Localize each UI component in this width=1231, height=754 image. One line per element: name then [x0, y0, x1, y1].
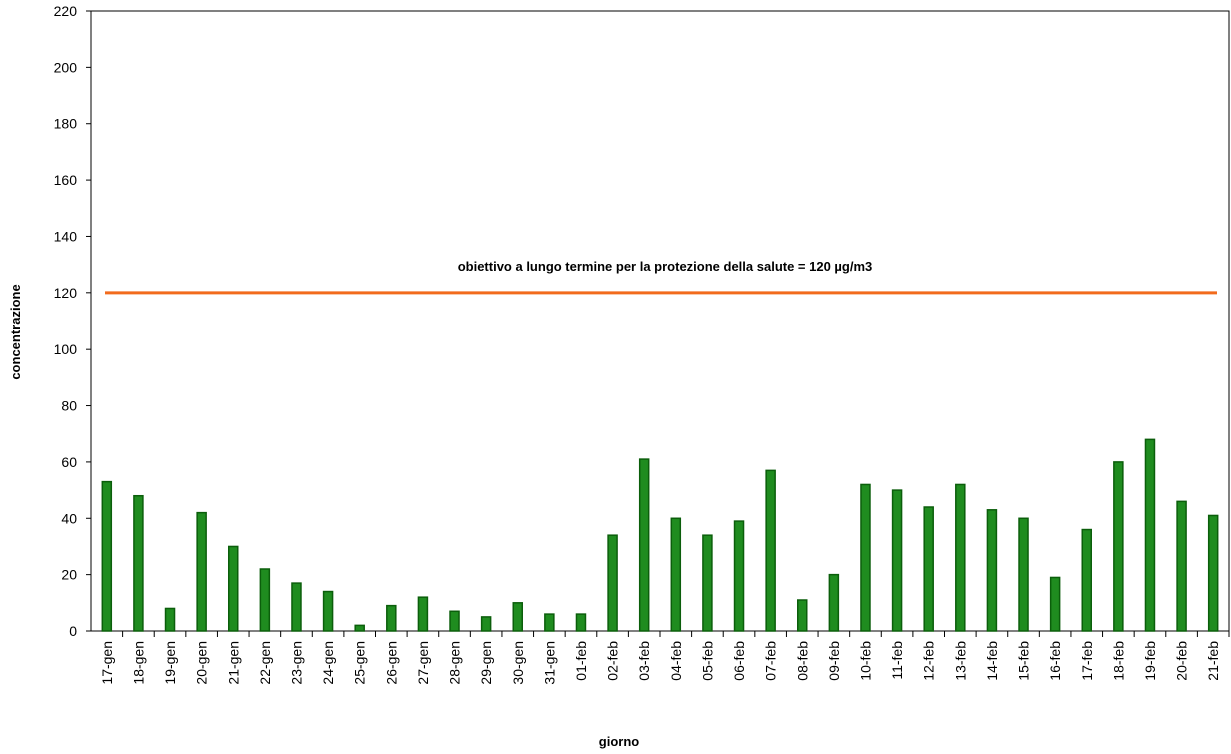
y-tick-label: 80 [61, 398, 77, 414]
x-tick-label: 07-feb [763, 641, 779, 681]
bar [512, 602, 523, 632]
x-tick-label: 11-feb [889, 641, 905, 680]
y-tick-label: 0 [69, 623, 77, 639]
bar [480, 616, 492, 632]
x-tick-label: 23-gen [288, 641, 304, 685]
bar [196, 511, 207, 632]
y-tick-label: 40 [61, 510, 77, 526]
bar [797, 599, 808, 632]
bar [575, 613, 587, 632]
bar [291, 582, 302, 632]
bar [164, 607, 176, 632]
x-tick-label: 13-feb [952, 641, 968, 681]
x-axis-title: giorno [599, 734, 639, 749]
bar [1081, 528, 1092, 632]
y-tick-label: 220 [54, 3, 78, 19]
y-tick-label: 60 [61, 454, 77, 470]
x-tick-label: 21-feb [1205, 641, 1221, 681]
x-tick-label: 03-feb [636, 641, 652, 681]
x-tick-label: 20-feb [1174, 641, 1190, 681]
x-tick-label: 30-gen [510, 641, 526, 685]
bar [449, 610, 460, 632]
x-tick-label: 15-feb [1016, 641, 1032, 681]
bar [955, 483, 966, 632]
x-tick-label: 10-feb [857, 641, 873, 681]
bar [986, 509, 998, 632]
x-tick-label: 24-gen [320, 641, 336, 685]
bar [860, 483, 871, 632]
bar [670, 517, 682, 632]
x-tick-label: 19-gen [162, 641, 178, 685]
x-tick-label: 04-feb [668, 641, 684, 681]
x-tick-label: 27-gen [415, 641, 431, 685]
x-tick-label: 12-feb [921, 641, 937, 681]
x-tick-label: 05-feb [699, 641, 715, 681]
bar [544, 613, 555, 632]
x-tick-label: 17-feb [1079, 641, 1095, 681]
x-tick-label: 08-feb [794, 641, 810, 681]
bar [354, 624, 365, 632]
x-tick-label: 17-gen [99, 641, 115, 685]
x-tick-label: 02-feb [605, 641, 621, 681]
bar [322, 590, 334, 632]
bar [228, 545, 239, 632]
bar [1207, 514, 1219, 632]
x-tick-label: 06-feb [731, 641, 747, 681]
bar [828, 573, 840, 632]
x-tick-label: 22-gen [257, 641, 273, 685]
y-tick-label: 160 [54, 172, 78, 188]
bar [702, 534, 713, 632]
bar [638, 458, 650, 632]
bar [101, 480, 113, 632]
x-tick-label: 21-gen [225, 641, 241, 685]
bar [733, 520, 745, 632]
x-tick-label: 09-feb [826, 641, 842, 681]
bar [923, 506, 934, 632]
x-tick-label: 19-feb [1142, 641, 1158, 681]
y-axis-title: concentrazione [8, 284, 23, 379]
bar [417, 596, 429, 632]
y-tick-label: 140 [54, 228, 78, 244]
bar [765, 469, 776, 632]
plot-area [90, 10, 1230, 632]
bar [386, 604, 397, 632]
x-tick-label: 01-feb [573, 641, 589, 681]
bar [1176, 500, 1187, 632]
bar [1144, 438, 1156, 632]
bar [891, 489, 903, 632]
x-tick-label: 16-feb [1047, 641, 1063, 681]
bar [259, 568, 271, 632]
bar [133, 494, 144, 632]
y-tick-label: 120 [54, 285, 78, 301]
y-tick-label: 180 [54, 116, 78, 132]
x-tick-label: 26-gen [383, 641, 399, 685]
x-tick-label: 29-gen [478, 641, 494, 685]
threshold-label: obiettivo a lungo termine per la protezi… [458, 259, 873, 274]
x-tick-label: 25-gen [352, 641, 368, 685]
y-tick-label: 20 [61, 567, 77, 583]
bar [607, 534, 618, 632]
x-tick-label: 28-gen [447, 641, 463, 685]
bar [1049, 576, 1061, 632]
x-tick-label: 18-feb [1110, 641, 1126, 681]
x-tick-label: 31-gen [541, 641, 557, 685]
bar [1113, 461, 1124, 632]
x-tick-label: 20-gen [194, 641, 210, 685]
x-tick-label: 18-gen [130, 641, 146, 685]
x-tick-label: 14-feb [984, 641, 1000, 681]
bar [1018, 517, 1029, 632]
y-tick-label: 200 [54, 59, 78, 75]
y-tick-label: 100 [54, 341, 78, 357]
